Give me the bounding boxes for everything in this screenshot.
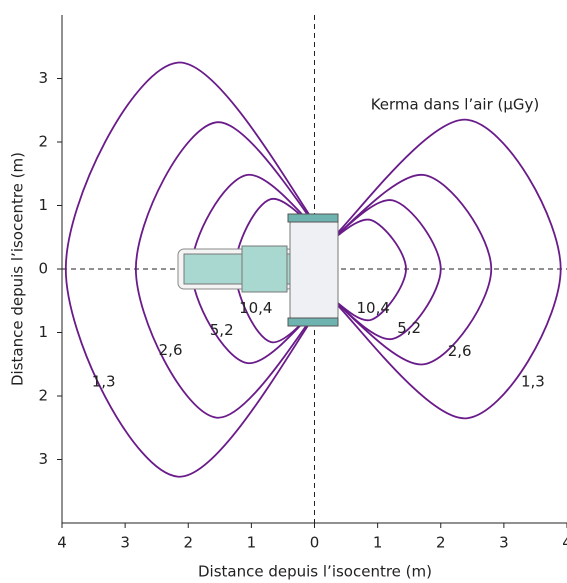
y-tick-label: 1 (38, 323, 48, 341)
detector-top (287, 213, 339, 223)
y-tick-label: 3 (38, 450, 48, 468)
contour-label: 5,2 (210, 321, 234, 339)
contour-left (64, 61, 330, 478)
contour-label: 1,3 (521, 373, 545, 391)
y-axis-label: Distance depuis l’isocentre (m) (9, 152, 27, 386)
y-tick-label: 1 (38, 196, 48, 214)
detector-bottom (287, 317, 339, 327)
contour-left (134, 121, 330, 419)
x-tick-label: 2 (183, 534, 193, 552)
chart-title: Kerma dans l’air (µGy) (371, 96, 540, 114)
y-tick-label: 0 (38, 260, 48, 278)
y-tick-label: 2 (38, 387, 48, 405)
contour-label: 1,3 (92, 373, 116, 391)
x-axis-label: Distance depuis l’isocentre (m) (198, 563, 432, 581)
collar (241, 245, 288, 293)
contour-right (327, 218, 407, 322)
contour-label: 10,4 (357, 299, 390, 317)
contour-right (327, 174, 493, 366)
y-tick-label: 3 (38, 69, 48, 87)
device (177, 213, 339, 327)
x-tick-label: 2 (436, 534, 446, 552)
contour-right (327, 118, 562, 420)
x-tick-label: 0 (310, 534, 320, 552)
detector (289, 215, 339, 325)
x-tick-label: 1 (373, 534, 383, 552)
x-tick-label: 3 (120, 534, 130, 552)
contour-label: 2,6 (448, 342, 472, 360)
x-tick-label: 4 (562, 534, 567, 552)
x-tick-label: 3 (499, 534, 509, 552)
x-tick-label: 4 (57, 534, 67, 552)
x-tick-label: 1 (247, 534, 257, 552)
contour-label: 5,2 (397, 319, 421, 337)
contour-right (327, 199, 442, 340)
contour-label: 2,6 (159, 341, 183, 359)
contour-label: 10,4 (239, 299, 272, 317)
y-tick-label: 2 (38, 133, 48, 151)
